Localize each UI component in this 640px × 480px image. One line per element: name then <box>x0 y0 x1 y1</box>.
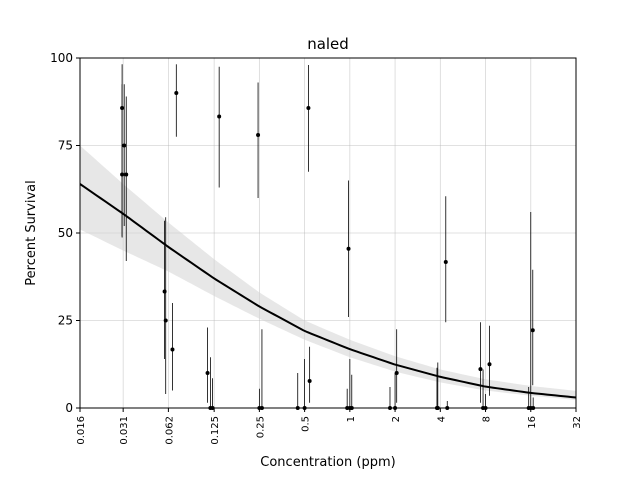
x-tick-label: 0.125 <box>210 416 221 445</box>
data-point <box>122 143 127 148</box>
y-tick-label: 0 <box>65 401 73 415</box>
y-tick-label: 25 <box>58 314 73 328</box>
y-axis-label: Percent Survival <box>24 180 39 285</box>
confidence-band-area <box>80 145 576 400</box>
data-point <box>256 133 261 137</box>
chart-title: naled <box>307 35 349 53</box>
data-point <box>478 367 483 372</box>
x-tick-label: 0.016 <box>76 416 87 445</box>
x-tick-label: 0.062 <box>164 416 175 445</box>
data-point <box>487 362 492 367</box>
data-point <box>170 347 175 352</box>
data-point <box>394 371 399 375</box>
axis-ticks: 0.016 0.031 0.062 0.125 0.25 0.5 1 2 4 8 16 32 0 25 50… <box>50 51 583 445</box>
x-axis-label: Concentration (ppm) <box>260 455 395 470</box>
x-tick-label: 0.031 <box>119 416 130 445</box>
data-point <box>346 246 351 251</box>
data-point <box>205 371 210 375</box>
x-tick-label: 2 <box>391 416 402 422</box>
data-point <box>217 114 222 119</box>
x-tick-label: 1 <box>346 416 357 422</box>
x-tick-label: 4 <box>436 416 447 422</box>
data-point <box>163 318 168 323</box>
fit-curve <box>79 183 577 399</box>
confidence-band <box>80 145 576 400</box>
data-point <box>124 172 129 177</box>
y-tick-label: 50 <box>58 226 73 240</box>
x-tick-label: 16 <box>527 416 538 429</box>
data-point <box>307 379 312 384</box>
x-tick-label: 8 <box>482 416 493 422</box>
x-tick-label: 0.25 <box>255 416 266 438</box>
x-tick-label: 32 <box>572 416 583 429</box>
x-tick-label: 0.5 <box>301 416 312 432</box>
data-point <box>306 106 311 111</box>
data-point <box>120 172 125 177</box>
fit-curve-line <box>79 183 577 399</box>
y-tick-label: 75 <box>58 139 73 153</box>
data-point <box>530 328 535 333</box>
data-point <box>174 91 179 95</box>
y-tick-label: 100 <box>50 51 73 65</box>
data-point <box>443 260 448 265</box>
